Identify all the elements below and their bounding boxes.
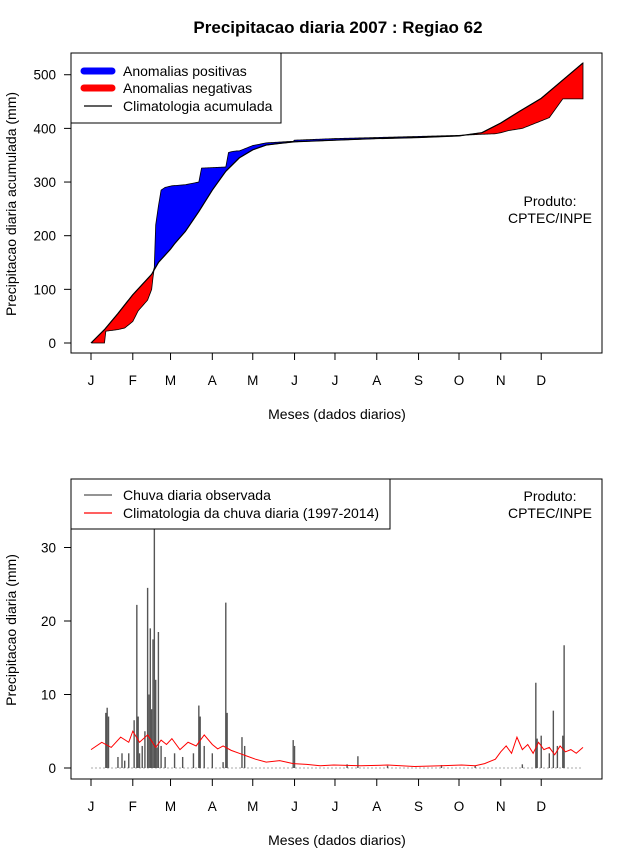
top-y-tick-label: 100 [33, 282, 56, 297]
top-y-tick-label: 300 [33, 175, 56, 190]
top-x-tick-label: N [496, 373, 506, 388]
legend-label-climatology: Climatologia acumulada [123, 98, 273, 114]
bottom-x-tick-label: J [88, 799, 95, 814]
top-y-tick-label: 200 [33, 229, 56, 244]
positive-anomaly-area [153, 134, 466, 272]
cumulative-precipitation-chart: Precipitacao diaria 2007 : Regiao 62 0 10… [3, 18, 603, 422]
top-x-tick-label: A [208, 373, 217, 388]
climatology-cumulative-line [90, 62, 584, 344]
bottom-series-group [90, 525, 584, 769]
top-annotation-line-2: CPTEC/INPE [508, 210, 592, 226]
top-y-tick-label: 500 [33, 68, 56, 83]
top-y-axis-label: Precipitacao diaria acumulada (mm) [3, 92, 19, 316]
top-x-tick-label: J [88, 373, 95, 388]
top-x-tick-label: S [414, 373, 423, 388]
bottom-y-tick-label: 0 [48, 761, 56, 776]
bottom-y-axis: 0 10 20 30 [41, 541, 72, 776]
top-x-tick-label: J [332, 373, 339, 388]
bottom-y-axis-label: Precipitacao diaria (mm) [3, 554, 19, 706]
top-annotation-line-1: Produto: [524, 193, 577, 209]
legend-label-observed: Chuva diaria observada [123, 487, 271, 503]
bottom-x-tick-label: M [247, 799, 258, 814]
top-x-tick-label: D [536, 373, 546, 388]
bottom-x-tick-label: D [536, 799, 546, 814]
bottom-x-tick-label: A [208, 799, 217, 814]
bottom-annotation-line-2: CPTEC/INPE [508, 505, 592, 521]
bottom-x-tick-label: J [332, 799, 339, 814]
top-legend: Anomalias positivas Anomalias negativas … [70, 52, 282, 124]
daily-climatology-line [90, 730, 584, 768]
top-x-tick-label: J [291, 373, 298, 388]
bottom-x-tick-label: F [129, 799, 137, 814]
top-y-tick-label: 400 [33, 121, 56, 136]
legend-label-positive: Anomalias positivas [123, 63, 247, 79]
top-x-tick-label: M [165, 373, 176, 388]
bottom-x-tick-label: M [165, 799, 176, 814]
top-y-axis: 0 100 200 300 400 500 [33, 68, 72, 351]
bottom-annotation-line-1: Produto: [524, 488, 577, 504]
top-x-tick-label: F [129, 373, 137, 388]
top-x-tick-label: M [247, 373, 258, 388]
bottom-y-tick-label: 20 [41, 614, 56, 629]
bottom-y-tick-label: 30 [41, 541, 56, 556]
daily-precipitation-chart: 0 10 20 30 J F M A M J J A S O N D Meses (dados diario… [3, 478, 603, 848]
bottom-y-tick-label: 10 [41, 688, 56, 703]
legend-label-negative: Anomalias negativas [123, 80, 252, 96]
bottom-x-tick-label: N [496, 799, 506, 814]
top-x-tick-label: A [372, 373, 381, 388]
bottom-x-tick-label: S [414, 799, 423, 814]
bottom-x-axis-label: Meses (dados diarios) [268, 832, 406, 848]
top-x-tick-label: O [454, 373, 465, 388]
bottom-x-tick-label: J [291, 799, 298, 814]
negative-anomaly-area [465, 62, 584, 136]
bottom-x-tick-label: O [454, 799, 465, 814]
bottom-legend: Chuva diaria observada Climatologia da c… [70, 478, 391, 530]
chart-title: Precipitacao diaria 2007 : Regiao 62 [193, 18, 482, 37]
top-y-tick-label: 0 [48, 336, 56, 351]
top-x-axis-label: Meses (dados diarios) [268, 406, 406, 422]
bottom-x-tick-label: A [372, 799, 381, 814]
legend-label-daily-climatology: Climatologia da chuva diaria (1997-2014) [123, 505, 379, 521]
bottom-legend-box [70, 478, 391, 530]
top-series-group [90, 62, 584, 344]
